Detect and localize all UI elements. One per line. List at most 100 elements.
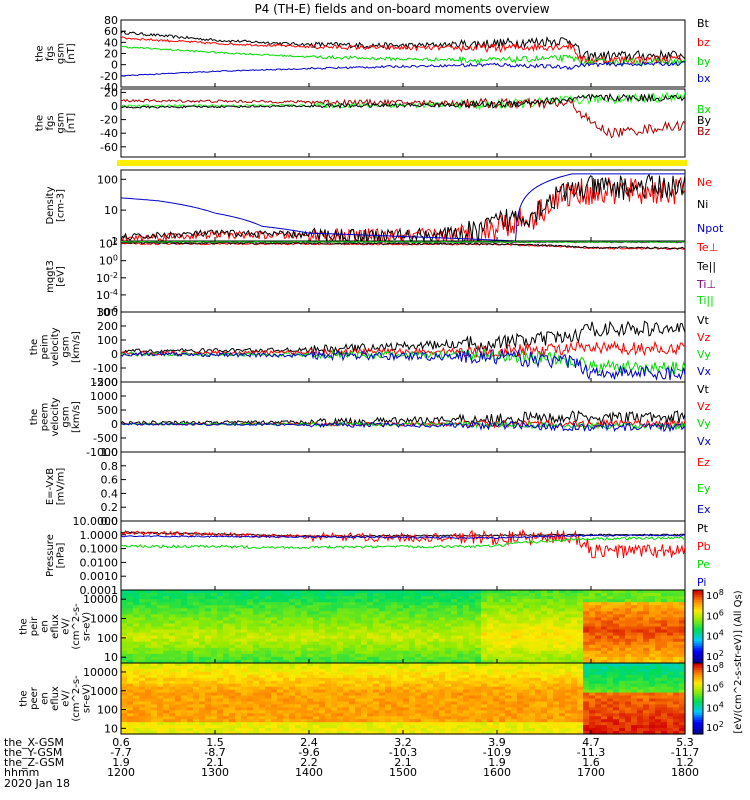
spectrogram-cell [583,698,590,703]
spectrogram-cell [607,653,614,658]
spectrogram-cell [265,605,272,609]
spectrogram-cell [175,611,182,615]
footer-row-label: the_Y-GSM [4,746,62,759]
spectrogram-cell [139,596,146,600]
spectrogram-cell [601,728,608,732]
spectrogram-cell [397,605,404,609]
spectrogram-cell [193,638,200,643]
spectrogram-cell [181,713,188,717]
spectrogram-cell [607,629,614,634]
spectrogram-cell [241,641,248,646]
spectrogram-cell [631,656,638,661]
spectrogram-cell [313,701,320,706]
spectrogram-cell [127,653,134,658]
spectrogram-cell [391,692,398,697]
spectrogram-cell [151,623,158,628]
spectrogram-cell [523,666,530,670]
spectrogram-cell [187,731,194,735]
spectrogram-cell [271,674,278,679]
spectrogram-cell [319,731,326,735]
spectrogram-cell [259,638,266,643]
spectrogram-cell [277,593,284,597]
spectrogram-cell [649,728,656,732]
spectrogram-cell [391,683,398,688]
spectrogram-cell [541,716,548,720]
spectrogram-cell [529,650,536,655]
spectrogram-cell [295,722,302,726]
spectrogram-cell [319,713,326,717]
spectrogram-cell [409,698,416,703]
spectrogram-cell [475,663,482,667]
spectrogram-cell [601,620,608,624]
spectrogram-cell [187,641,194,646]
spectrogram-cell [397,650,404,655]
spectrogram-cell [361,663,368,667]
spectrogram-cell [349,666,356,670]
spectrogram-cell [643,602,650,606]
spectrogram-cell [241,620,248,624]
spectrogram-cell [595,674,602,679]
spectrogram-cell [211,635,218,640]
spectrogram-cell [337,644,344,649]
spectrogram-cell [679,722,686,726]
spectrogram-cell [391,644,398,649]
spectrogram-cell [229,611,236,615]
spectrogram-cell [391,666,398,670]
spectrogram-cell [643,638,650,643]
spectrogram-cell [157,666,164,670]
spectrogram-cell [475,722,482,726]
spectrogram-cell [337,683,344,688]
spectrogram-cell [373,650,380,655]
colorbar-cell [693,722,703,726]
spectrogram-cell [271,638,278,643]
spectrogram-cell [175,692,182,697]
spectrogram-cell [229,719,236,723]
spectrogram-cell [589,635,596,640]
spectrogram-cell [469,638,476,643]
spectrogram-cell [541,713,548,717]
spectrogram-cell [151,710,158,714]
spectrogram-cell [505,632,512,637]
spectrogram-cell [385,656,392,661]
spectrogram-cell [433,701,440,706]
spectrogram-cell [349,590,356,594]
spectrogram-cell [403,647,410,652]
spectrogram-cell [649,660,656,664]
spectrogram-cell [145,635,152,640]
spectrogram-cell [589,707,596,711]
spectrogram-cell [559,731,566,735]
spectrogram-cell [667,710,674,714]
spectrogram-cell [655,617,662,621]
spectrogram-cell [385,695,392,700]
spectrogram-cell [655,686,662,691]
spectrogram-cell [259,713,266,717]
spectrogram-cell [517,728,524,732]
legend-temperature-2: Ti⊥ [696,278,716,291]
spectrogram-cell [385,731,392,735]
spectrogram-cell [211,623,218,628]
spectrogram-cell [637,686,644,691]
spectrogram-cell [583,666,590,670]
spectrogram-cell [289,689,296,694]
spectrogram-cell [415,728,422,732]
spectrogram-cell [457,666,464,670]
spectrogram-cell [157,617,164,621]
spectrogram-cell [355,650,362,655]
spectrogram-cell [499,698,506,703]
spectrogram-cell [439,680,446,685]
spectrogram-cell [505,701,512,706]
spectrogram-cell [613,719,620,723]
spectrogram-cell [265,663,272,667]
spectrogram-cell [649,674,656,679]
spectrogram-cell [427,719,434,723]
spectrogram-cell [457,614,464,618]
colorbar-cell [693,703,703,707]
spectrogram-cell [403,710,410,714]
spectrogram-cell [199,731,206,735]
spectrogram-cell [349,671,356,676]
spectrogram-cell [661,666,668,670]
spectrogram-cell [565,656,572,661]
spectrogram-cell [643,701,650,706]
spectrogram-cell [421,638,428,643]
spectrogram-cell [667,660,674,664]
